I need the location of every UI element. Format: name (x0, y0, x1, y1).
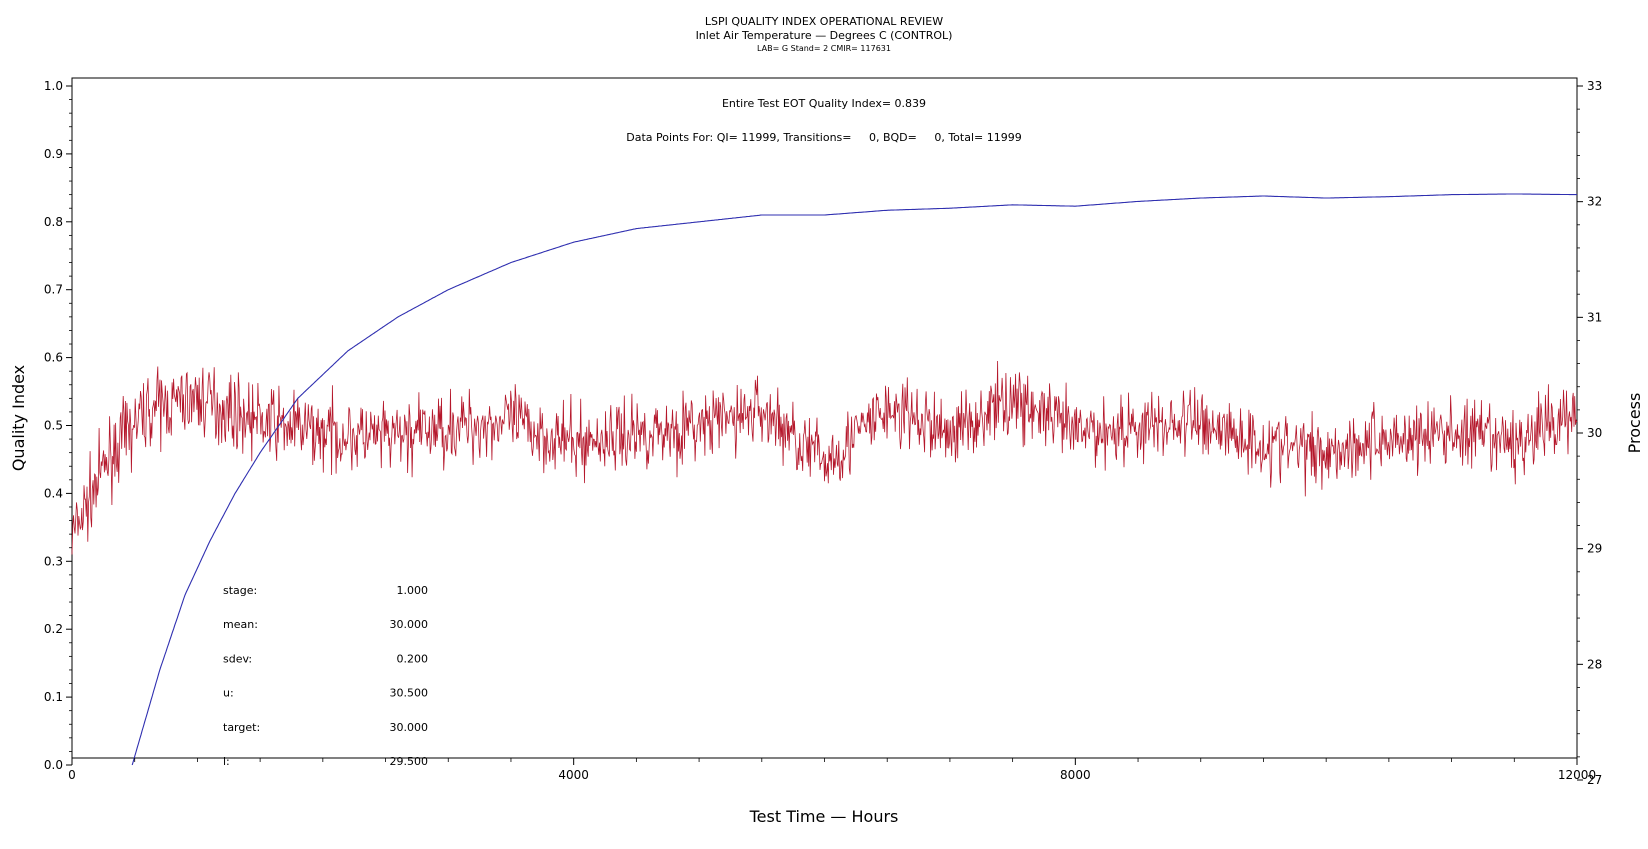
stats-label: mean: (223, 618, 258, 631)
y-left-tick-label: 0.0 (44, 758, 63, 772)
y-left-tick-label: 0.6 (44, 351, 63, 365)
plot-frame (71, 77, 1578, 759)
x-axis-label: Test Time — Hours (749, 807, 899, 826)
x-tick-label: 8000 (1060, 768, 1091, 782)
stats-value: 0.200 (397, 652, 429, 665)
quality-index-annotation: Entire Test EOT Quality Index= 0.839 (722, 97, 926, 110)
y-left-tick-label: 0.3 (44, 554, 63, 568)
chart-subtitle: Inlet Air Temperature — Degrees C (CONTR… (696, 29, 953, 42)
y-left-tick-label: 0.1 (44, 690, 63, 704)
y-right-tick-label: 33 (1587, 79, 1602, 93)
y-right-tick-label: 28 (1587, 657, 1602, 671)
x-tick-label: 0 (68, 768, 76, 782)
data-points-annotation: Data Points For: QI= 11999, Transitions=… (626, 131, 1021, 144)
y-left-tick-label: 0.4 (44, 486, 63, 500)
stats-label: u: (223, 687, 234, 700)
y-right-tick-label: 29 (1587, 542, 1602, 556)
quality-index-series-line (131, 193, 1577, 766)
y-right-tick-label: 30 (1587, 426, 1602, 440)
y-right-tick-label: 31 (1587, 310, 1602, 324)
stats-value: 30.500 (390, 687, 429, 700)
y-left-tick-label: 0.5 (44, 419, 63, 433)
y-right-tick-label: 27 (1587, 773, 1602, 787)
ticks-layer: 0.0 0.1 0.2 0.3 0.4 0.5 0.6 0.7 0.8 0.9 1.0 27 28 29 3… (44, 79, 1602, 787)
y-left-tick-label: 0.7 (44, 283, 63, 297)
y-axis-left-label: Quality Index (9, 365, 28, 471)
stats-value: 30.000 (390, 721, 429, 734)
process-series-line (71, 360, 1578, 555)
chart-subtitle-lab: LAB= G Stand= 2 CMIR= 117631 (757, 44, 891, 53)
series-layer (71, 193, 1578, 766)
y-left-tick-label: 0.8 (44, 215, 63, 229)
x-tick-label: 12000 (1558, 768, 1596, 782)
stats-label: l: (223, 755, 230, 768)
x-tick-label: 4000 (558, 768, 589, 782)
y-left-tick-label: 0.9 (44, 147, 63, 161)
stats-label: stage: (223, 584, 257, 597)
y-left-tick-label: 1.0 (44, 79, 63, 93)
y-left-tick-label: 0.2 (44, 622, 63, 636)
stats-label: sdev: (223, 652, 252, 665)
stats-value: 1.000 (397, 584, 429, 597)
stats-label: target: (223, 721, 260, 734)
y-axis-right-label: Process (1625, 393, 1644, 454)
chart-title: LSPI QUALITY INDEX OPERATIONAL REVIEW (705, 15, 943, 28)
stats-value: 29.500 (390, 755, 429, 768)
stats-value: 30.000 (390, 618, 429, 631)
stats-block: stage: 1.000 mean: 30.000 sdev: 0.200 u: 30.500… (223, 584, 428, 768)
y-right-tick-label: 32 (1587, 195, 1602, 209)
